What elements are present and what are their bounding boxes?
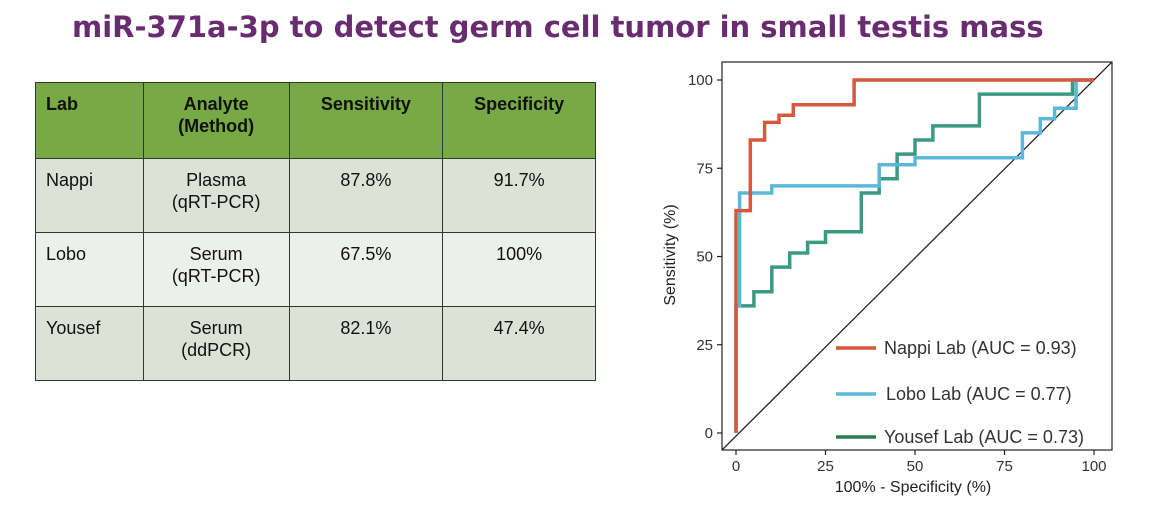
y-tick-label: 25	[696, 337, 713, 354]
cell-analyte: Plasma (qRT-PCR)	[142, 158, 290, 233]
y-tick-label: 100	[688, 72, 713, 89]
header-specificity: Specificity	[442, 82, 596, 159]
table-row: Nappi Plasma (qRT-PCR) 87.8% 91.7%	[35, 158, 596, 233]
x-axis-label: 100% - Specificity (%)	[835, 479, 992, 496]
x-tick-label: 75	[996, 458, 1013, 475]
y-tick-label: 0	[705, 425, 713, 442]
chart-legend: Nappi Lab (AUC = 0.93) Lobo Lab (AUC = 0.…	[836, 338, 1084, 447]
stats-table: Lab Analyte (Method) Sensitivity Specific…	[35, 82, 596, 381]
legend-label: Lobo Lab (AUC = 0.77)	[886, 384, 1072, 404]
series-line-yousef	[734, 78, 1094, 433]
y-tick-label: 75	[696, 160, 713, 177]
header-analyte: Analyte (Method)	[142, 82, 290, 159]
legend-label: Yousef Lab (AUC = 0.73)	[884, 427, 1084, 447]
cell-specificity: 47.4%	[442, 306, 596, 381]
cell-analyte: Serum (qRT-PCR)	[142, 232, 290, 307]
cell-lab: Nappi	[35, 158, 144, 233]
table-header-row: Lab Analyte (Method) Sensitivity Specific…	[35, 82, 596, 159]
slide-title: miR-371a-3p to detect germ cell tumor in…	[72, 10, 1044, 44]
cell-lab: Lobo	[35, 232, 144, 307]
series-line-lobo	[734, 78, 1094, 433]
roc-chart: 0 25 50 75 100 0 25 50 75 100 100% - Specificity …	[662, 61, 1113, 496]
y-axis-label: Sensitivity (%)	[662, 204, 679, 305]
x-tick-label: 25	[817, 458, 834, 475]
cell-sensitivity: 67.5%	[288, 232, 444, 307]
x-tick-label: 0	[732, 458, 740, 475]
header-lab: Lab	[35, 82, 144, 159]
cell-analyte: Serum (ddPCR)	[142, 306, 290, 381]
series-line-nappi	[734, 78, 1094, 433]
x-tick-label: 100	[1081, 458, 1106, 475]
cell-sensitivity: 87.8%	[288, 158, 444, 233]
cell-sensitivity: 82.1%	[288, 306, 444, 381]
cell-specificity: 100%	[442, 232, 596, 307]
table-row: Yousef Serum (ddPCR) 82.1% 47.4%	[35, 306, 596, 381]
diagonal-reference-line	[722, 62, 1112, 450]
legend-label: Nappi Lab (AUC = 0.93)	[884, 338, 1077, 358]
header-sensitivity: Sensitivity	[288, 82, 444, 159]
table-row: Lobo Serum (qRT-PCR) 67.5% 100%	[35, 232, 596, 307]
cell-specificity: 91.7%	[442, 158, 596, 233]
x-tick-label: 50	[907, 458, 924, 475]
y-tick-label: 50	[696, 249, 713, 266]
cell-lab: Yousef	[35, 306, 144, 381]
